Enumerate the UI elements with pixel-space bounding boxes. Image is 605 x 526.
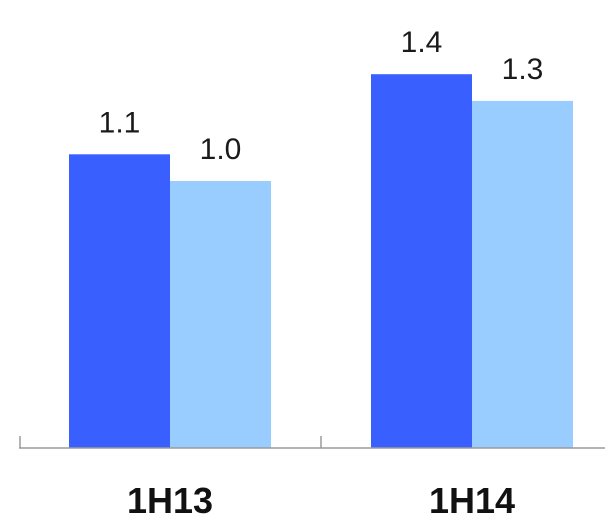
data-label-1h14-series-1: 1.4 <box>401 26 443 59</box>
bar-1h14-series-2 <box>472 100 573 449</box>
data-label-1h14-series-2: 1.3 <box>502 53 544 86</box>
data-labels-group: 1.1 1.0 1.4 1.3 <box>99 26 544 166</box>
bar-1h13-series-1 <box>69 154 170 449</box>
category-label-1h14: 1H14 <box>429 480 515 521</box>
x-axis <box>19 436 605 449</box>
bars-group <box>69 74 573 449</box>
bar-1h14-series-1 <box>371 74 472 448</box>
category-label-1h13: 1H13 <box>127 480 213 521</box>
data-label-1h13-series-2: 1.0 <box>200 133 242 166</box>
bar-1h13-series-2 <box>170 181 271 448</box>
data-label-1h13-series-1: 1.1 <box>99 106 141 139</box>
category-labels-group: 1H13 1H14 <box>127 480 515 521</box>
